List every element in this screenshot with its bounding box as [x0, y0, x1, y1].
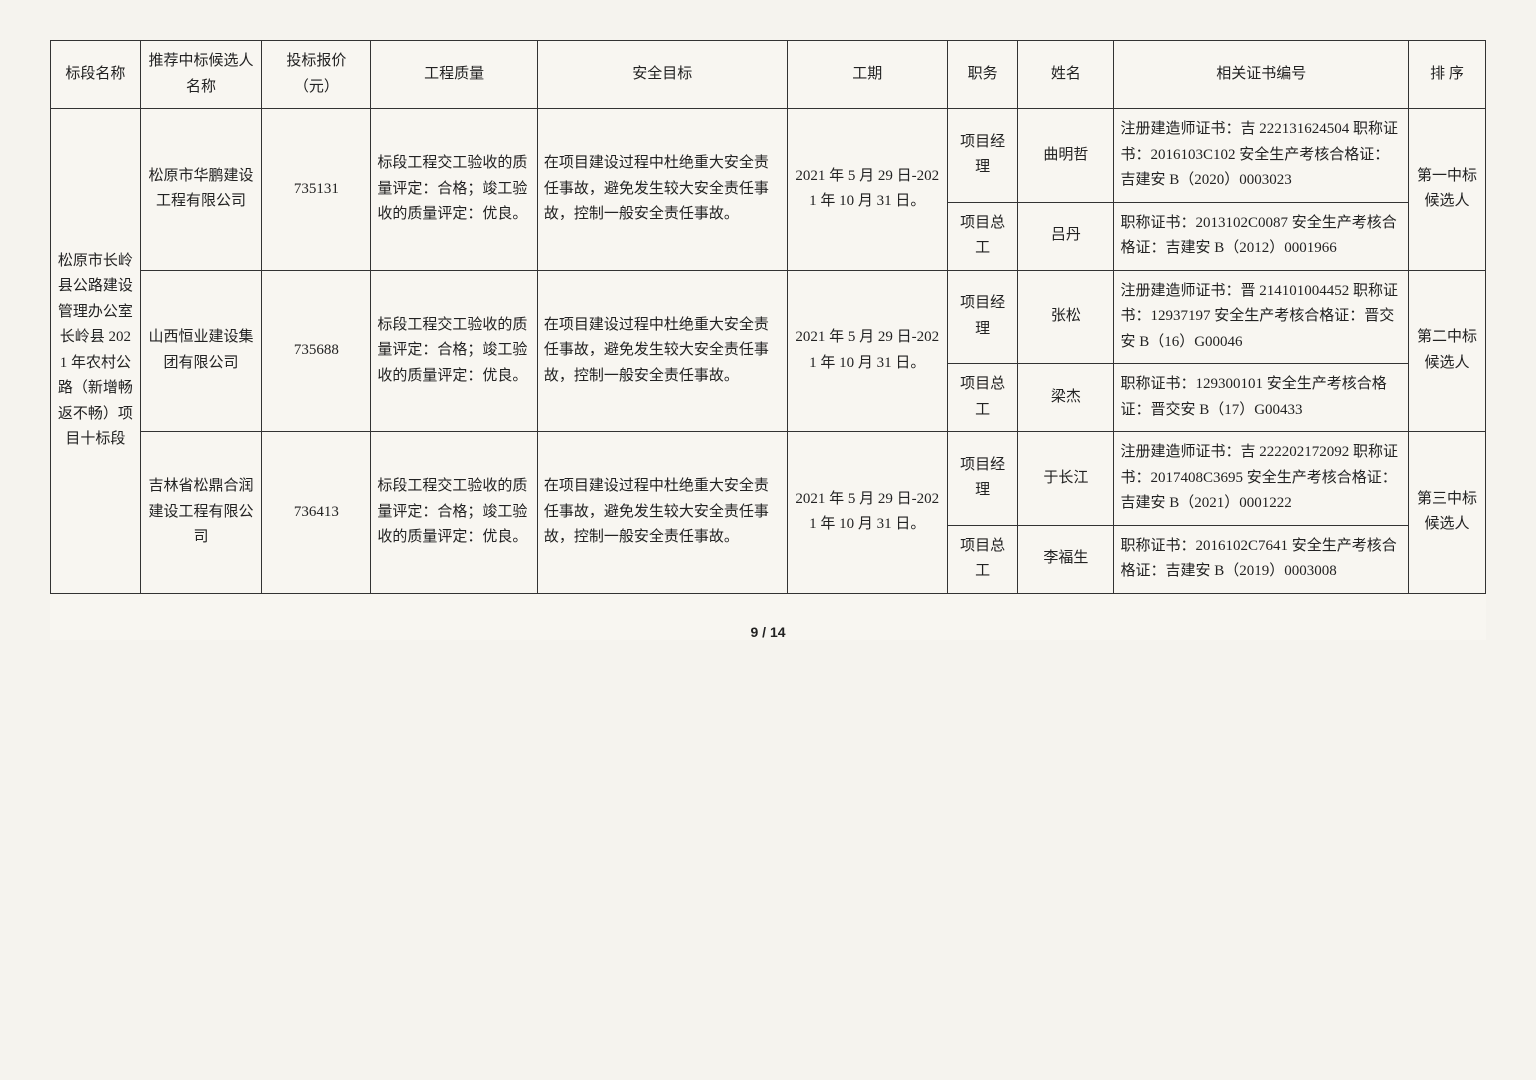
- table-row: 松原市长岭县公路建设管理办公室长岭县 2021 年农村公路（新增畅返不畅）项目十…: [51, 109, 1486, 203]
- table-row: 吉林省松鼎合润建设工程有限公司 736413 标段工程交工验收的质量评定：合格；…: [51, 432, 1486, 526]
- th-role: 职务: [947, 41, 1017, 109]
- document-page: 标段名称 推荐中标候选人名称 投标报价（元） 工程质量 安全目标 工期 职务 姓…: [50, 40, 1486, 640]
- cell-safety: 在项目建设过程中杜绝重大安全责任事故，避免发生较大安全责任事故，控制一般安全责任…: [537, 109, 787, 271]
- cell-rank: 第三中标候选人: [1409, 432, 1486, 594]
- cell-name: 梁杰: [1018, 364, 1114, 432]
- th-quality: 工程质量: [371, 41, 538, 109]
- cell-name: 曲明哲: [1018, 109, 1114, 203]
- cell-quality: 标段工程交工验收的质量评定：合格；竣工验收的质量评定：优良。: [371, 432, 538, 594]
- cell-role: 项目经理: [947, 270, 1017, 364]
- cell-safety: 在项目建设过程中杜绝重大安全责任事故，避免发生较大安全责任事故，控制一般安全责任…: [537, 432, 787, 594]
- cell-period: 2021 年 5 月 29 日-2021 年 10 月 31 日。: [787, 432, 947, 594]
- cell-cert: 职称证书：2013102C0087 安全生产考核合格证：吉建安 B（2012）0…: [1114, 202, 1409, 270]
- th-section: 标段名称: [51, 41, 141, 109]
- cell-name: 张松: [1018, 270, 1114, 364]
- th-rank: 排 序: [1409, 41, 1486, 109]
- cell-rank: 第二中标候选人: [1409, 270, 1486, 432]
- page-number: 9 / 14: [50, 624, 1486, 640]
- cell-cert: 职称证书：2016102C7641 安全生产考核合格证：吉建安 B（2019）0…: [1114, 525, 1409, 593]
- cell-safety: 在项目建设过程中杜绝重大安全责任事故，避免发生较大安全责任事故，控制一般安全责任…: [537, 270, 787, 432]
- cell-bidder: 松原市华鹏建设工程有限公司: [140, 109, 262, 271]
- cell-bidder: 山西恒业建设集团有限公司: [140, 270, 262, 432]
- table-header-row: 标段名称 推荐中标候选人名称 投标报价（元） 工程质量 安全目标 工期 职务 姓…: [51, 41, 1486, 109]
- th-safety: 安全目标: [537, 41, 787, 109]
- cell-role: 项目经理: [947, 109, 1017, 203]
- cell-name: 李福生: [1018, 525, 1114, 593]
- cell-price: 735688: [262, 270, 371, 432]
- th-period: 工期: [787, 41, 947, 109]
- th-bidder: 推荐中标候选人名称: [140, 41, 262, 109]
- cell-rank: 第一中标候选人: [1409, 109, 1486, 271]
- cell-cert: 注册建造师证书：晋 214101004452 职称证书：12937197 安全生…: [1114, 270, 1409, 364]
- cell-price: 736413: [262, 432, 371, 594]
- cell-cert: 职称证书：129300101 安全生产考核合格证：晋交安 B（17）G00433: [1114, 364, 1409, 432]
- th-cert: 相关证书编号: [1114, 41, 1409, 109]
- table-row: 山西恒业建设集团有限公司 735688 标段工程交工验收的质量评定：合格；竣工验…: [51, 270, 1486, 364]
- cell-role: 项目总工: [947, 202, 1017, 270]
- bid-candidates-table: 标段名称 推荐中标候选人名称 投标报价（元） 工程质量 安全目标 工期 职务 姓…: [50, 40, 1486, 594]
- cell-role: 项目经理: [947, 432, 1017, 526]
- cell-quality: 标段工程交工验收的质量评定：合格；竣工验收的质量评定：优良。: [371, 270, 538, 432]
- cell-cert: 注册建造师证书：吉 222131624504 职称证书：2016103C102 …: [1114, 109, 1409, 203]
- cell-price: 735131: [262, 109, 371, 271]
- cell-cert: 注册建造师证书：吉 222202172092 职称证书：2017408C3695…: [1114, 432, 1409, 526]
- cell-role: 项目总工: [947, 364, 1017, 432]
- cell-role: 项目总工: [947, 525, 1017, 593]
- cell-period: 2021 年 5 月 29 日-2021 年 10 月 31 日。: [787, 109, 947, 271]
- th-price: 投标报价（元）: [262, 41, 371, 109]
- cell-period: 2021 年 5 月 29 日-2021 年 10 月 31 日。: [787, 270, 947, 432]
- cell-bidder: 吉林省松鼎合润建设工程有限公司: [140, 432, 262, 594]
- cell-name: 吕丹: [1018, 202, 1114, 270]
- cell-name: 于长江: [1018, 432, 1114, 526]
- cell-quality: 标段工程交工验收的质量评定：合格；竣工验收的质量评定：优良。: [371, 109, 538, 271]
- cell-section-name: 松原市长岭县公路建设管理办公室长岭县 2021 年农村公路（新增畅返不畅）项目十…: [51, 109, 141, 594]
- th-name: 姓名: [1018, 41, 1114, 109]
